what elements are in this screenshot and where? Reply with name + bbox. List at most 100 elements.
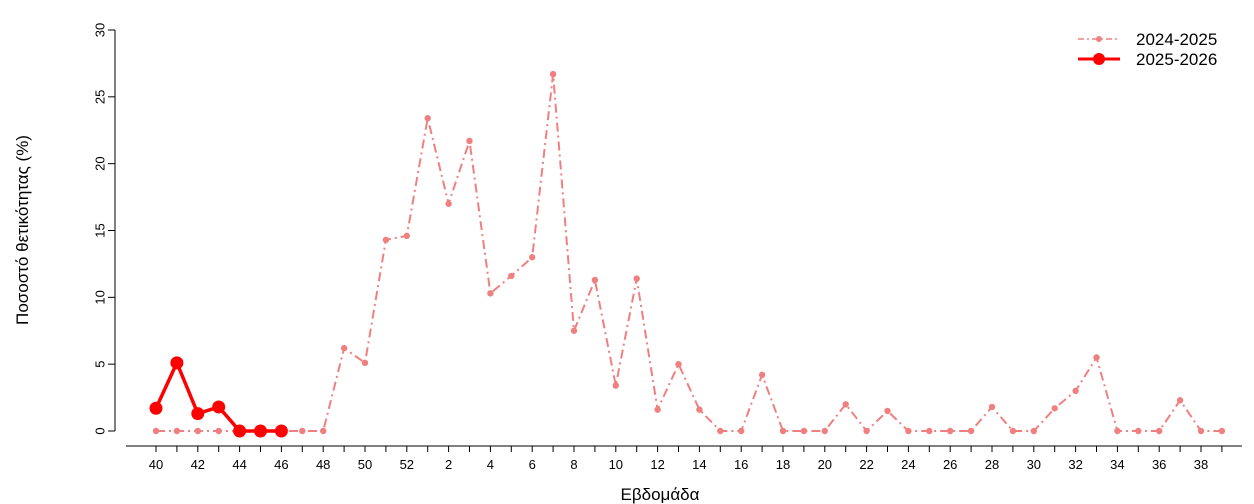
x-tick-label: 38 (1194, 457, 1208, 472)
x-tick-label: 20 (818, 457, 832, 472)
x-axis-title: Εβδομάδα (621, 485, 700, 504)
x-axis: 40 42 44 46 48 50 52 2 4 6 8 10 12 14 16 18 20 22 24 26 28 30… (126, 445, 1242, 472)
data-point (1030, 427, 1038, 435)
x-tick-label: 16 (734, 457, 748, 472)
data-point (633, 275, 640, 282)
data-point (779, 427, 787, 435)
x-tick-label: 12 (650, 457, 664, 472)
x-tick-label: 36 (1152, 457, 1166, 472)
x-tick-label: 50 (358, 457, 372, 472)
y-tick-label: 15 (93, 223, 108, 237)
data-point (529, 254, 536, 261)
x-tick-label: 34 (1110, 457, 1124, 472)
x-tick-label: 52 (400, 457, 414, 472)
data-point (947, 427, 954, 435)
x-tick-label: 14 (692, 457, 706, 472)
y-axis: 0 5 10 15 20 25 30 (93, 23, 116, 435)
x-tick-label: 8 (570, 457, 577, 472)
legend-label: 2024-2025 (1136, 30, 1217, 49)
data-point (1009, 427, 1017, 435)
data-point (320, 427, 327, 435)
data-point (821, 427, 828, 435)
x-tick-label: 42 (191, 457, 205, 472)
data-point (382, 236, 390, 244)
data-point (299, 427, 306, 435)
data-point (696, 406, 703, 413)
data-point (884, 407, 891, 415)
series-layer (149, 70, 1226, 438)
x-tick-label: 48 (316, 457, 330, 472)
series-line-2024-2025 (156, 73, 1222, 432)
data-point (361, 359, 369, 367)
data-point (254, 424, 267, 438)
data-point (758, 371, 766, 379)
data-point (738, 427, 745, 435)
data-point (170, 356, 184, 370)
x-tick-label: 4 (487, 457, 494, 472)
x-tick-label: 10 (609, 457, 623, 472)
legend-marker (1093, 53, 1105, 65)
data-point (215, 427, 222, 435)
data-point (717, 427, 724, 435)
x-tick-label: 40 (149, 457, 163, 472)
data-point (191, 407, 205, 421)
x-tick-label: 30 (1027, 457, 1041, 472)
data-point (1218, 427, 1226, 435)
y-axis-title: Ποσοστό θετικότητας (%) (13, 135, 32, 325)
x-tick-label: 32 (1068, 457, 1082, 472)
y-tick-label: 5 (93, 361, 108, 368)
data-point (1197, 427, 1205, 435)
data-point (149, 401, 163, 415)
legend-label: 2025-2026 (1136, 50, 1217, 69)
data-point (508, 272, 515, 280)
data-point (1135, 427, 1142, 435)
data-point (549, 70, 557, 78)
data-point (926, 427, 933, 435)
x-tick-label: 18 (776, 457, 790, 472)
x-tick-label: 24 (901, 457, 915, 472)
data-point (487, 290, 494, 297)
y-tick-label: 20 (93, 156, 108, 170)
data-point (842, 401, 849, 408)
x-tick-label: 6 (529, 457, 536, 472)
data-point (173, 427, 181, 435)
series-line-2025-2026 (154, 361, 282, 433)
data-point (988, 403, 996, 411)
y-tick-label: 0 (93, 427, 108, 434)
data-point (967, 427, 975, 435)
data-point (591, 276, 599, 284)
data-point (194, 427, 201, 435)
data-point (1051, 405, 1058, 412)
data-point (1156, 427, 1163, 435)
data-point (1072, 387, 1079, 395)
data-point (1093, 354, 1100, 361)
data-point (424, 115, 431, 122)
data-point (152, 427, 160, 435)
data-point (863, 427, 870, 435)
x-tick-label: 26 (943, 457, 957, 472)
legend-marker (1096, 36, 1102, 42)
data-point (1176, 397, 1184, 404)
x-tick-label: 2 (445, 457, 452, 472)
data-point (1114, 427, 1121, 435)
x-tick-label: 44 (232, 457, 246, 472)
data-point (905, 427, 912, 435)
data-point (570, 327, 578, 334)
y-tick-label: 30 (93, 23, 108, 37)
x-tick-label: 28 (985, 457, 999, 472)
data-point (675, 360, 682, 368)
data-point (340, 344, 348, 352)
y-tick-label: 10 (93, 290, 108, 304)
x-tick-label: 46 (274, 457, 288, 472)
data-point (233, 424, 247, 438)
data-point (274, 424, 288, 438)
data-point (403, 232, 410, 240)
data-point (654, 406, 661, 413)
data-point (800, 427, 808, 435)
data-point (612, 382, 619, 389)
x-tick-label: 22 (859, 457, 873, 472)
y-tick-label: 25 (93, 90, 108, 104)
data-point (445, 200, 452, 207)
